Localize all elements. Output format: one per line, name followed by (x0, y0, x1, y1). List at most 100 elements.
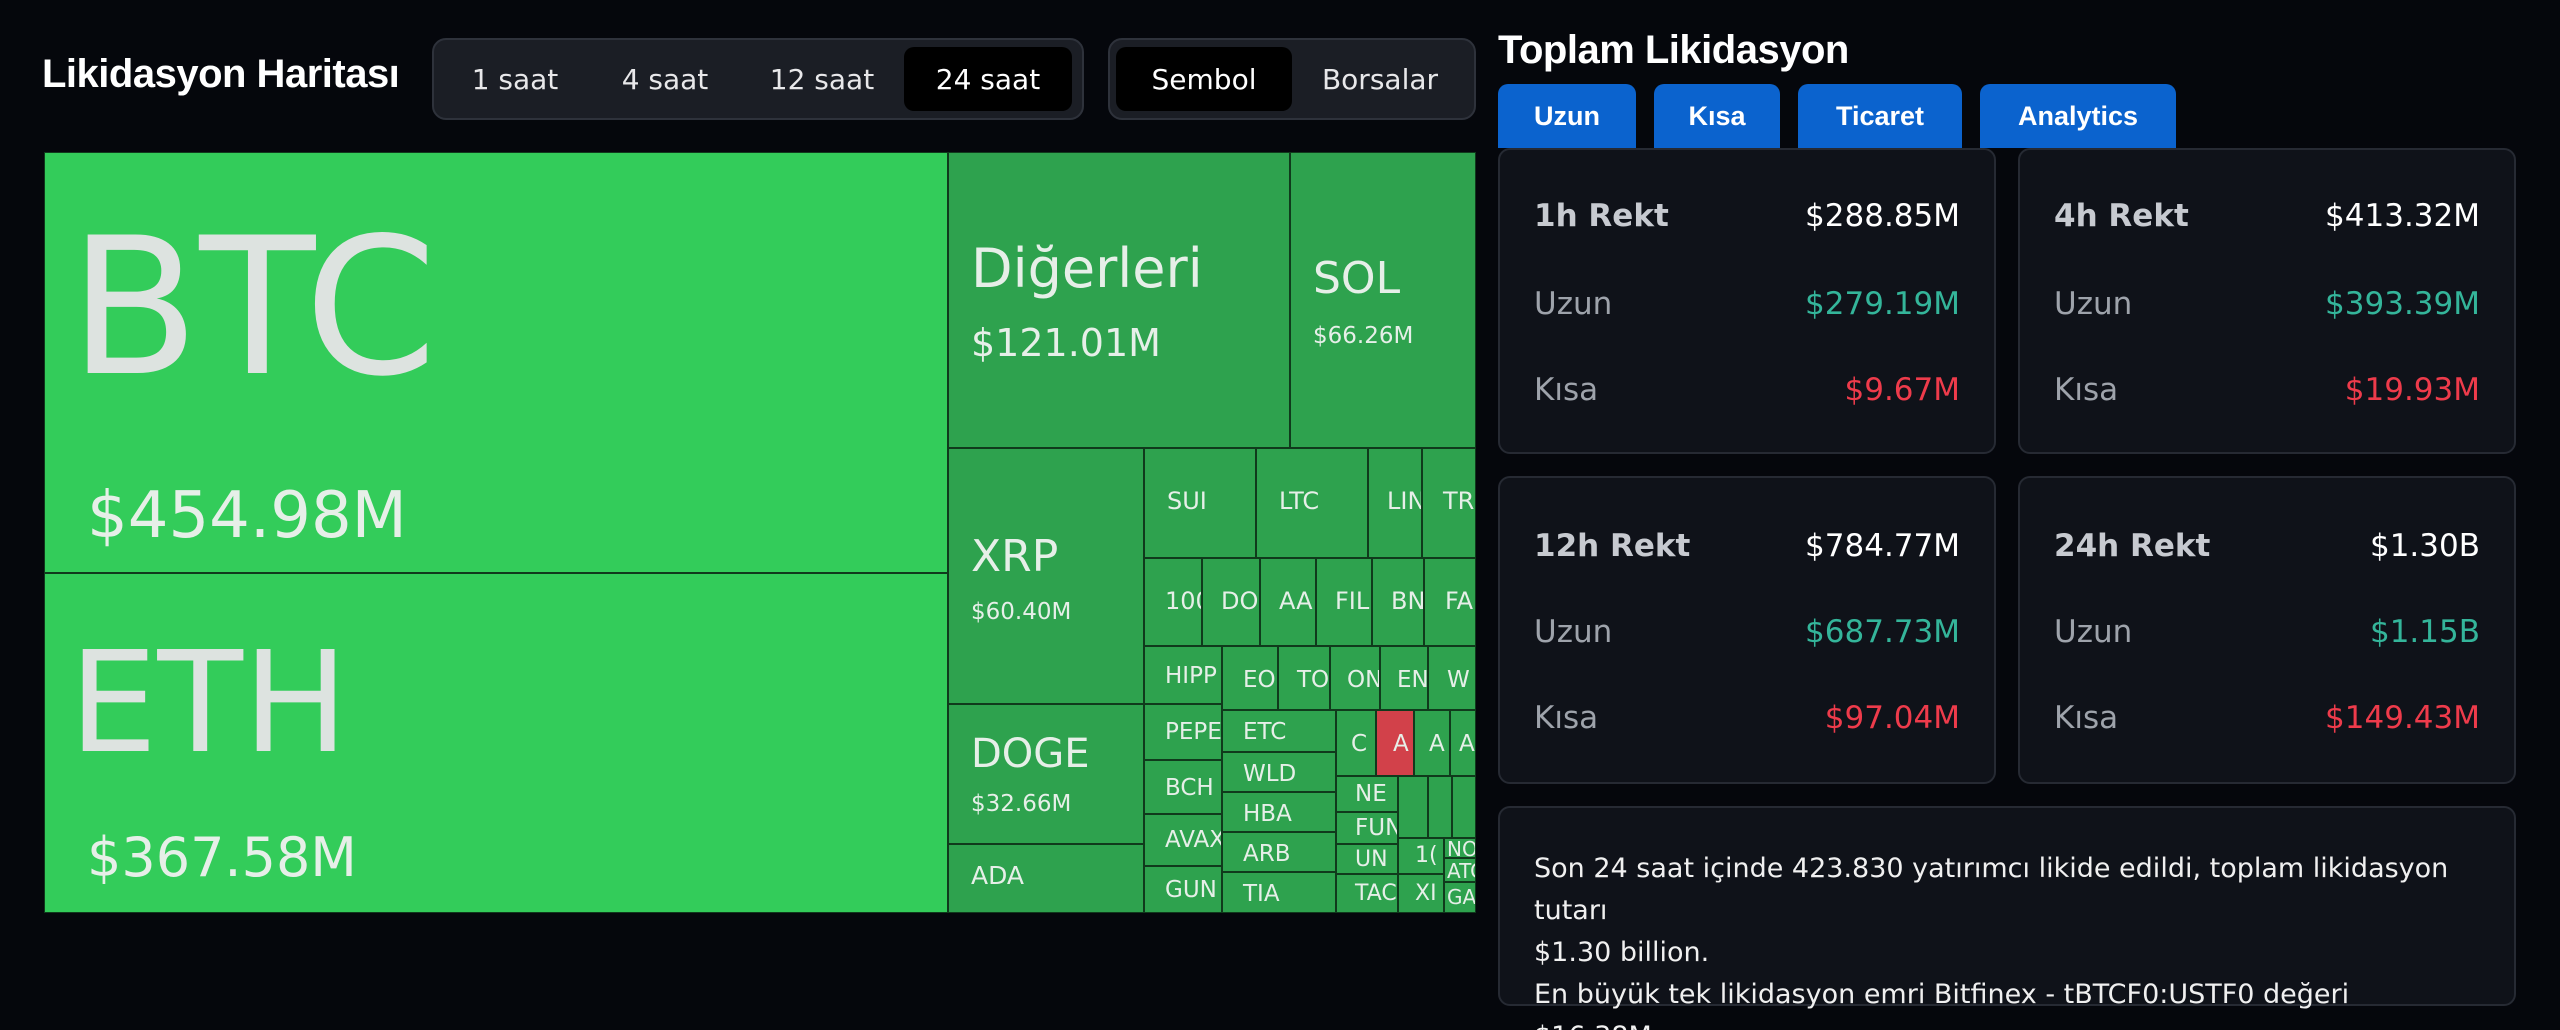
tile-name: C (1351, 731, 1368, 757)
tile-pepe[interactable]: PEPE (1144, 704, 1222, 760)
stat-short-value: $97.04M (1824, 700, 1960, 736)
tile-fun[interactable]: FUN (1336, 812, 1398, 844)
tile-on[interactable]: ON (1330, 646, 1380, 710)
tile-a2[interactable]: A (1414, 710, 1450, 776)
tile-1[interactable]: 1( (1398, 838, 1444, 874)
tile-name: XI (1415, 881, 1437, 906)
tile-small-1[interactable] (1398, 776, 1428, 838)
stat-title: 1h Rekt (1534, 198, 1669, 234)
tile-name: EO (1243, 667, 1276, 693)
tile-name: DOGE (971, 731, 1090, 777)
tile-ltc[interactable]: LTC (1256, 448, 1368, 558)
tile-w[interactable]: W (1428, 646, 1476, 710)
tab-12h[interactable]: 12 saat (769, 62, 875, 96)
tile-others[interactable]: Diğerleri $121.01M (948, 152, 1290, 448)
tile-doge[interactable]: DOGE $32.66M (948, 704, 1144, 844)
tile-arb[interactable]: ARB (1222, 832, 1336, 872)
tile-xrp[interactable]: XRP $60.40M (948, 448, 1144, 704)
liquidation-summary: Son 24 saat içinde 423.830 yatırımcı lik… (1498, 806, 2516, 1030)
tab-long[interactable]: Uzun (1498, 84, 1636, 148)
tab-symbol[interactable]: Sembol (1116, 47, 1292, 111)
tile-un[interactable]: UN (1336, 844, 1398, 874)
tile-name: DO (1221, 587, 1259, 615)
tile-wld[interactable]: WLD (1222, 752, 1336, 792)
tile-xi[interactable]: XI (1398, 874, 1444, 913)
tile-name: TAC (1355, 881, 1397, 906)
stat-title: 24h Rekt (2054, 528, 2211, 564)
tab-analytics[interactable]: Analytics (1980, 84, 2176, 148)
tile-name: A (1459, 731, 1475, 757)
tile-name: XRP (971, 531, 1059, 582)
tile-eth[interactable]: ETH $367.58M (44, 573, 948, 913)
tile-small-3[interactable] (1452, 776, 1476, 838)
tile-sui[interactable]: SUI (1144, 448, 1256, 558)
stat-row-long: Uzun $279.19M (1534, 286, 1960, 322)
tab-1h[interactable]: 1 saat (471, 62, 559, 96)
tile-name: BCH (1165, 775, 1214, 801)
summary-line-1: Son 24 saat içinde 423.830 yatırımcı lik… (1534, 853, 2449, 926)
tile-a-red[interactable]: A (1376, 710, 1414, 776)
tile-tia[interactable]: TIA (1222, 872, 1336, 913)
tile-name: TO (1297, 667, 1330, 693)
tile-a3[interactable]: A (1450, 710, 1476, 776)
tile-ga[interactable]: GA (1444, 882, 1476, 913)
stat-short-label: Kısa (2054, 372, 2119, 408)
tile-small-2[interactable] (1428, 776, 1452, 838)
tile-en[interactable]: EN (1380, 646, 1428, 710)
stat-card-1h: 1h Rekt $288.85M Uzun $279.19M Kısa $9.67M (1498, 148, 1996, 454)
tile-no[interactable]: NO (1444, 838, 1476, 858)
tile-name: ATC (1447, 859, 1475, 882)
tile-eo[interactable]: EO (1222, 646, 1278, 710)
tab-4h[interactable]: 4 saat (621, 62, 709, 96)
tile-name: BTC (69, 197, 437, 418)
tile-aa[interactable]: AA (1260, 558, 1316, 646)
tab-trade[interactable]: Ticaret (1798, 84, 1962, 148)
tab-exchanges[interactable]: Borsalar (1321, 62, 1439, 96)
stat-title: 4h Rekt (2054, 198, 2189, 234)
tile-avax[interactable]: AVAX (1144, 814, 1222, 866)
tile-bch[interactable]: BCH (1144, 760, 1222, 814)
tile-tac[interactable]: TAC (1336, 874, 1398, 913)
tile-100[interactable]: 100 (1144, 558, 1202, 646)
tile-value: $121.01M (971, 321, 1161, 365)
stat-row-total: 24h Rekt $1.30B (2054, 528, 2480, 564)
tile-name: A (1429, 731, 1445, 757)
tile-gun[interactable]: GUN (1144, 866, 1222, 913)
tile-hba[interactable]: HBA (1222, 792, 1336, 832)
tile-c[interactable]: C (1336, 710, 1376, 776)
page-title: Likidasyon Haritası (42, 52, 400, 96)
stat-short-value: $9.67M (1844, 372, 1961, 408)
tile-tr[interactable]: TR (1422, 448, 1476, 558)
tile-value: $66.26M (1313, 323, 1414, 349)
tile-do[interactable]: DO (1202, 558, 1260, 646)
tab-short[interactable]: Kısa (1654, 84, 1780, 148)
tile-name: GUN (1165, 877, 1217, 903)
tile-bn[interactable]: BN (1372, 558, 1424, 646)
summary-line-3: En büyük tek likidasyon emri Bitfinex - … (1534, 979, 2350, 1030)
stat-long-value: $279.19M (1805, 286, 1960, 322)
tab-24h[interactable]: 24 saat (904, 47, 1072, 111)
tile-etc[interactable]: ETC (1222, 710, 1336, 752)
stat-title: 12h Rekt (1534, 528, 1691, 564)
stat-row-short: Kısa $149.43M (2054, 700, 2480, 736)
tile-fa[interactable]: FA (1424, 558, 1476, 646)
tile-atc[interactable]: ATC (1444, 858, 1476, 882)
tile-name: AA (1279, 587, 1313, 615)
tile-name: NO (1447, 838, 1476, 858)
tile-name: HBA (1243, 801, 1292, 827)
tile-lin[interactable]: LIN (1368, 448, 1422, 558)
tile-name: ADA (971, 861, 1025, 890)
tile-ada[interactable]: ADA (948, 844, 1144, 913)
tile-fil[interactable]: FIL (1316, 558, 1372, 646)
tile-hipp[interactable]: HIPP (1144, 646, 1222, 704)
tile-name: FA (1445, 587, 1474, 615)
tile-btc[interactable]: BTC $454.98M (44, 152, 948, 573)
stat-row-long: Uzun $393.39M (2054, 286, 2480, 322)
tile-name: FUN (1355, 815, 1398, 841)
stat-long-label: Uzun (2054, 614, 2133, 650)
tile-to[interactable]: TO (1278, 646, 1330, 710)
tile-ne[interactable]: NE (1336, 776, 1398, 812)
stat-card-4h: 4h Rekt $413.32M Uzun $393.39M Kısa $19.93M (2018, 148, 2516, 454)
tile-sol[interactable]: SOL $66.26M (1290, 152, 1476, 448)
tile-value: $454.98M (87, 479, 407, 553)
